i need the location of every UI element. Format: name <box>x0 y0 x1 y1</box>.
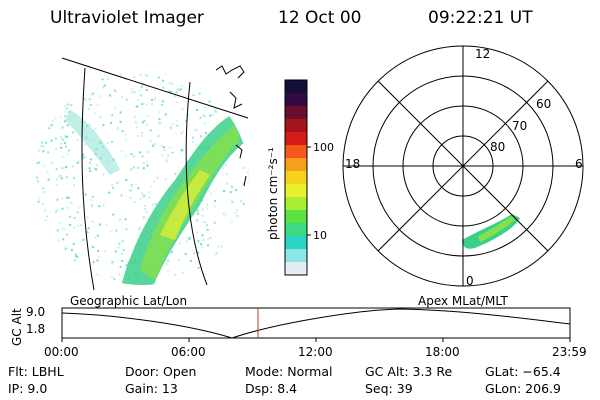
colorbar-band <box>285 93 307 107</box>
colorbar-band <box>285 106 307 120</box>
mlt-label-12: 12 <box>475 47 491 61</box>
timeline-xtick-2359: 23:59 <box>552 345 587 359</box>
gc-alt-info: GC Alt: 3.3 Re <box>365 364 453 379</box>
mlt-label-6: 6 <box>575 157 583 171</box>
colorbar-band <box>285 210 307 224</box>
ip-info: IP: 9.0 <box>8 381 48 396</box>
colorbar-band <box>285 197 307 211</box>
seq-info: Seq: 39 <box>365 381 413 396</box>
mlt-label-18: 18 <box>345 157 361 171</box>
timeline-ytick-1.8: 1.8 <box>26 322 46 336</box>
colorbar-band <box>285 249 307 263</box>
glat-info: GLat: −65.4 <box>485 364 561 379</box>
timeline-xtick-0000: 00:00 <box>44 345 79 359</box>
gain-info: Gain: 13 <box>125 381 178 396</box>
colorbar-band <box>285 236 307 250</box>
altitude-curve <box>61 308 571 339</box>
timeline-ytick-9: 9.0 <box>26 305 46 319</box>
coastline <box>215 65 247 187</box>
colorbar-band <box>285 262 307 276</box>
colorbar-band <box>285 145 307 159</box>
mlt-label-0: 0 <box>466 274 474 288</box>
filter-info: Flt: LBHL <box>8 364 64 379</box>
timeline-xtick-1200: 12:00 <box>298 345 333 359</box>
dsp-info: Dsp: 8.4 <box>245 381 298 396</box>
timeline-left-label: Geographic Lat/Lon <box>70 294 188 308</box>
colorbar-band <box>285 171 307 185</box>
colorbar-band <box>285 158 307 172</box>
colorbar-tick-100: 100 <box>313 141 334 154</box>
colorbar-band <box>285 184 307 198</box>
timeline-xtick-1800: 18:00 <box>425 345 460 359</box>
colorbar-band <box>285 80 307 94</box>
glon-info: GLon: 206.9 <box>485 381 561 396</box>
door-info: Door: Open <box>125 364 197 379</box>
colorbar-band <box>285 119 307 133</box>
mode-info: Mode: Normal <box>245 364 333 379</box>
colorbar-tick-10: 10 <box>313 229 327 242</box>
colorbar-band <box>285 132 307 146</box>
auroral-image <box>35 71 249 285</box>
timeline-xtick-0600: 06:00 <box>171 345 206 359</box>
lat-label-70: 70 <box>512 119 528 133</box>
time-label: 09:22:21 UT <box>428 8 533 28</box>
date-label: 12 Oct 00 <box>278 8 362 28</box>
lat-label-60: 60 <box>536 97 552 111</box>
geo-grid-lines <box>61 57 249 291</box>
colorbar-band <box>285 223 307 237</box>
timeline-right-label: Apex MLat/MLT <box>418 294 508 308</box>
lat-label-80: 80 <box>490 140 506 154</box>
instrument-title: Ultraviolet Imager <box>50 8 204 28</box>
